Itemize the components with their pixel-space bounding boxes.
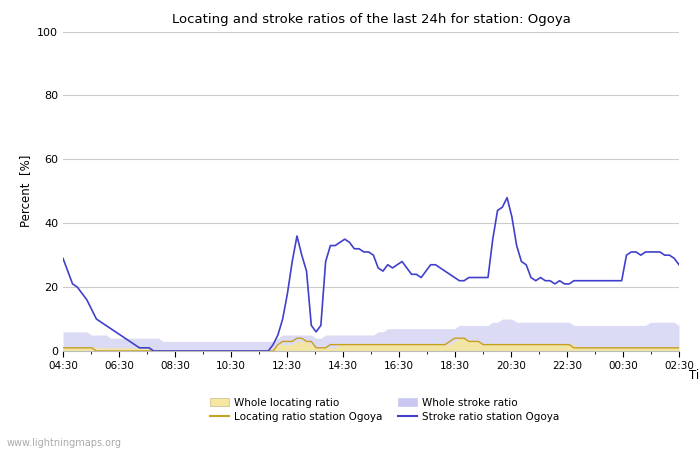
X-axis label: Time: Time [689,369,700,382]
Text: www.lightningmaps.org: www.lightningmaps.org [7,438,122,448]
Legend: Whole locating ratio, Locating ratio station Ogoya, Whole stroke ratio, Stroke r: Whole locating ratio, Locating ratio sta… [210,398,559,422]
Title: Locating and stroke ratios of the last 24h for station: Ogoya: Locating and stroke ratios of the last 2… [172,13,570,26]
Y-axis label: Percent  [%]: Percent [%] [19,155,32,227]
